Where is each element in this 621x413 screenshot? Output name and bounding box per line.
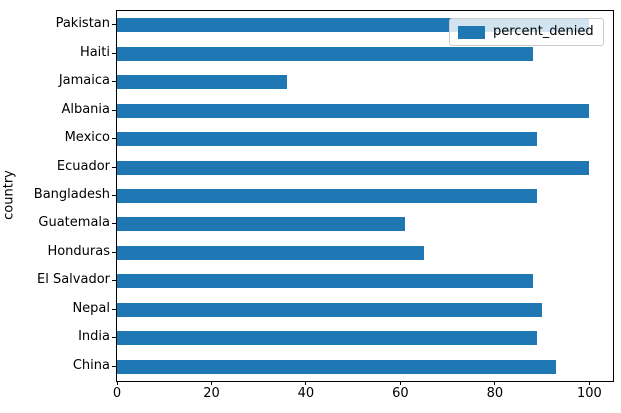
bar — [117, 331, 538, 346]
y-tick-label: El Salvador — [37, 272, 110, 288]
y-tick-mark — [112, 280, 116, 282]
bar — [117, 75, 288, 90]
x-tick-label: 100 — [576, 386, 602, 401]
x-tick-mark — [588, 381, 590, 385]
y-tick-mark — [112, 337, 116, 339]
bar — [117, 359, 557, 374]
x-tick-mark — [305, 381, 307, 385]
bar — [117, 46, 533, 61]
y-tick-label: Pakistan — [55, 16, 110, 32]
y-tick-label: Albania — [61, 101, 110, 117]
plot-area: percent_denied — [116, 10, 614, 382]
y-tick-label: Haiti — [79, 44, 110, 60]
x-tick-label: 60 — [392, 386, 409, 401]
bar — [117, 302, 543, 317]
x-tick-label: 80 — [486, 386, 504, 401]
x-tick-label: 0 — [112, 386, 122, 401]
y-tick-label: Jamaica — [58, 73, 110, 89]
x-tick-label: 40 — [297, 386, 315, 401]
bar — [117, 103, 590, 118]
y-tick-label: Guatemala — [38, 215, 110, 231]
y-tick-mark — [112, 24, 116, 26]
y-tick-label: India — [78, 329, 110, 345]
y-tick-mark — [112, 138, 116, 140]
y-tick-mark — [112, 365, 116, 367]
y-tick-mark — [112, 251, 116, 253]
y-tick-label: China — [72, 357, 110, 373]
y-tick-label: Ecuador — [56, 158, 110, 174]
x-tick-label: 20 — [203, 386, 220, 401]
bar — [117, 245, 425, 260]
y-tick-mark — [112, 308, 116, 310]
y-tick-label: Nepal — [72, 300, 110, 316]
y-tick-label: Honduras — [47, 243, 110, 259]
legend-label: percent_denied — [493, 24, 594, 39]
y-tick-label: Bangladesh — [33, 187, 110, 202]
bar — [117, 217, 406, 232]
x-tick-mark — [494, 381, 496, 385]
x-tick-mark — [399, 381, 401, 385]
x-tick-mark — [210, 381, 212, 385]
x-tick-mark — [116, 381, 118, 385]
bar — [117, 274, 533, 289]
bar — [117, 160, 590, 175]
bar — [117, 189, 538, 203]
y-tick-mark — [112, 52, 116, 54]
y-tick-label: Mexico — [64, 130, 110, 146]
y-tick-mark — [112, 195, 116, 196]
y-tick-mark — [112, 166, 116, 168]
y-tick-mark — [112, 109, 116, 111]
bar — [117, 132, 538, 147]
legend-swatch — [458, 25, 485, 39]
y-tick-mark — [112, 223, 116, 225]
legend: percent_denied — [449, 18, 604, 46]
y-tick-mark — [112, 81, 116, 83]
